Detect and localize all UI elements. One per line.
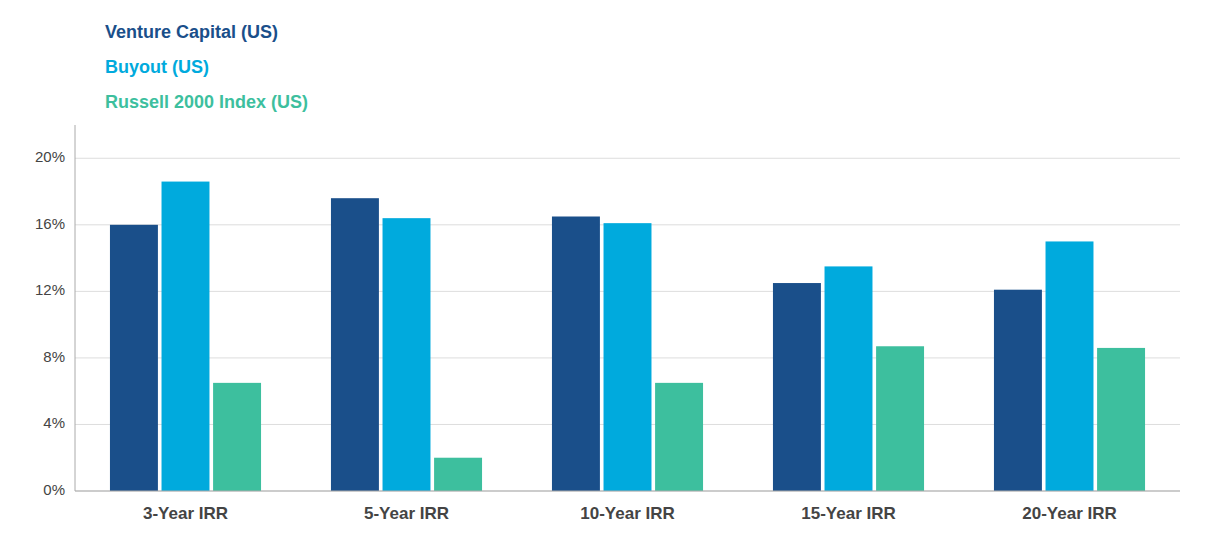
x-tick-label: 15-Year IRR — [801, 504, 896, 523]
x-tick-label: 20-Year IRR — [1022, 504, 1117, 523]
grid — [75, 158, 1180, 491]
y-tick-label: 20% — [35, 148, 65, 165]
bar — [773, 283, 821, 491]
y-tick-label: 4% — [43, 414, 65, 431]
x-tick-label: 10-Year IRR — [580, 504, 675, 523]
bar — [876, 346, 924, 491]
bar — [655, 383, 703, 491]
bar — [110, 225, 158, 491]
bar — [604, 223, 652, 491]
legend-entry: Venture Capital (US) — [105, 22, 278, 42]
bar — [331, 198, 379, 491]
bar — [1046, 241, 1094, 491]
bar — [213, 383, 261, 491]
bar — [162, 182, 210, 491]
bar — [994, 290, 1042, 491]
legend: Venture Capital (US) Buyout (US) Russell 2… — [105, 22, 308, 112]
chart-container: 0% 4% 8% 12% 16% 20% 3-Year IRR 5-Year IRR 10-Ye… — [0, 0, 1208, 551]
x-tick-label: 3-Year IRR — [143, 504, 228, 523]
x-tick-label: 5-Year IRR — [364, 504, 449, 523]
grid-line — [75, 491, 1180, 492]
chart-svg: 0% 4% 8% 12% 16% 20% 3-Year IRR 5-Year IRR 10-Ye… — [0, 0, 1208, 551]
y-tick-label: 8% — [43, 348, 65, 365]
legend-entry: Russell 2000 Index (US) — [105, 92, 308, 112]
y-axis: 0% 4% 8% 12% 16% 20% — [35, 148, 65, 498]
legend-entry: Buyout (US) — [105, 57, 209, 77]
y-tick-label: 16% — [35, 215, 65, 232]
y-tick-label: 0% — [43, 481, 65, 498]
bar — [825, 266, 873, 491]
bar — [552, 217, 600, 492]
bars — [110, 182, 1145, 491]
x-axis: 3-Year IRR 5-Year IRR 10-Year IRR 15-Year I… — [143, 504, 1117, 523]
y-axis-line — [75, 125, 76, 491]
grid-line — [75, 158, 1180, 159]
bar — [1097, 348, 1145, 491]
bar — [383, 218, 431, 491]
bar — [434, 458, 482, 491]
x-axis-line — [75, 491, 1180, 492]
y-tick-label: 12% — [35, 281, 65, 298]
